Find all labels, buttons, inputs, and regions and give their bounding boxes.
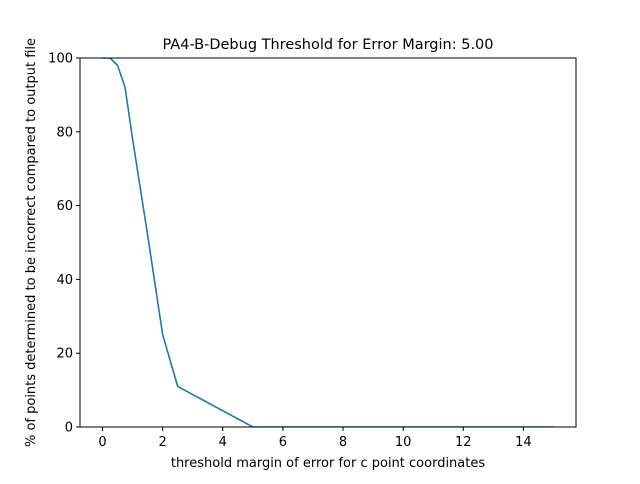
chart-title: PA4-B-Debug Threshold for Error Margin: … — [162, 37, 493, 53]
x-tick-label: 6 — [279, 435, 287, 450]
y-tick-label: 60 — [56, 199, 73, 214]
x-tick-label: 4 — [219, 435, 227, 450]
y-axis: 0 20 40 60 80 100 — [48, 52, 80, 436]
y-axis-label: % of points determined to be incorrect c… — [24, 38, 39, 447]
y-tick-label: 40 — [56, 273, 73, 288]
x-axis: 0 2 4 6 8 10 12 14 — [98, 427, 532, 450]
x-tick-label: 12 — [455, 435, 472, 450]
y-tick-label: 20 — [56, 347, 73, 362]
x-tick-label: 0 — [98, 435, 106, 450]
y-tick-label: 80 — [56, 125, 73, 140]
x-tick-label: 14 — [515, 435, 532, 450]
y-tick-label: 0 — [65, 421, 73, 436]
y-tick-label: 100 — [48, 52, 73, 67]
x-tick-label: 10 — [395, 435, 412, 450]
series-line-0 — [101, 58, 555, 427]
plot-frame — [79, 57, 577, 428]
x-axis-label: threshold margin of error for c point co… — [171, 456, 486, 471]
x-tick-label: 2 — [159, 435, 167, 450]
x-tick-label: 8 — [339, 435, 347, 450]
